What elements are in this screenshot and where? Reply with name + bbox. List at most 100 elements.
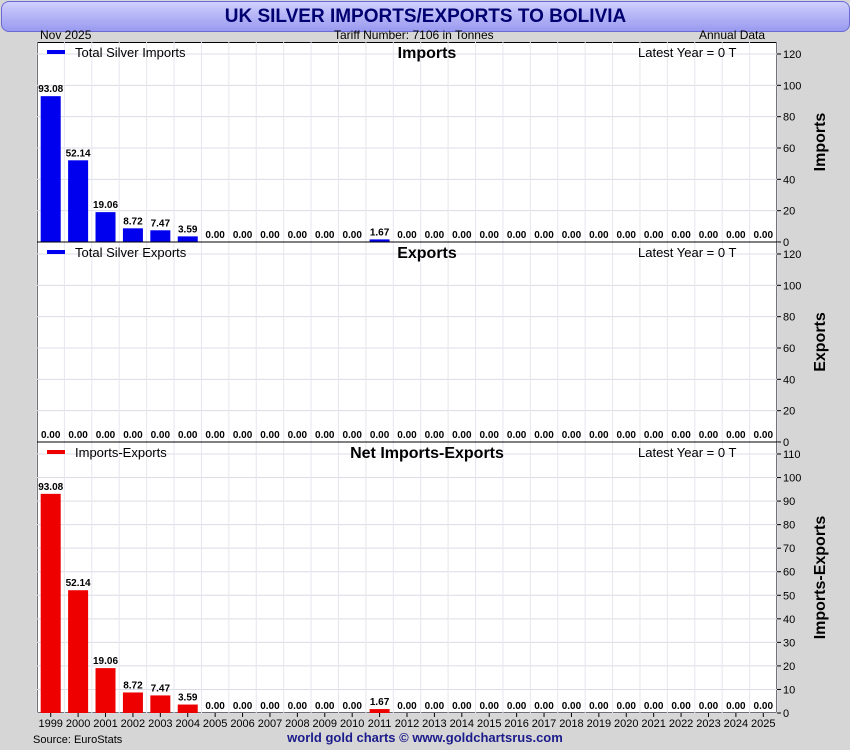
x-tick-label: 2010 — [340, 718, 364, 730]
exports-data-label: 0.00 — [699, 430, 719, 441]
exports-data-label: 0.00 — [562, 430, 582, 441]
imports-bar — [122, 228, 143, 242]
imports-y-tick-label: 20 — [783, 206, 795, 218]
x-tick-label: 2016 — [504, 718, 528, 730]
exports-data-label: 0.00 — [534, 430, 554, 441]
exports-data-label: 0.00 — [178, 430, 198, 441]
x-tick-label: 2004 — [175, 718, 199, 730]
imports-bar — [369, 239, 390, 242]
imports-data-label: 0.00 — [315, 230, 335, 241]
exports-y-tick-label: 20 — [783, 406, 795, 418]
net-y-tick-label: 60 — [783, 567, 795, 579]
imports-data-label: 19.06 — [93, 200, 118, 211]
imports-data-label: 0.00 — [288, 230, 308, 241]
net-y-tick-label: 70 — [783, 543, 795, 555]
net-y-tick-label: 110 — [783, 449, 801, 461]
net-bar — [40, 493, 61, 713]
imports-legend-label: Total Silver Imports — [75, 45, 186, 60]
net-bar — [95, 668, 116, 713]
imports-data-label: 1.67 — [370, 227, 390, 238]
exports-data-label: 0.00 — [205, 430, 225, 441]
x-tick-label: 1999 — [38, 718, 62, 730]
x-tick-label: 2005 — [203, 718, 227, 730]
imports-y-tick-label: 100 — [783, 80, 801, 92]
imports-data-label: 0.00 — [617, 230, 637, 241]
exports-data-label: 0.00 — [233, 430, 253, 441]
net-bar — [122, 692, 143, 713]
x-tick-label: 2019 — [587, 718, 611, 730]
imports-data-label: 0.00 — [205, 230, 225, 241]
imports-data-label: 0.00 — [534, 230, 554, 241]
x-tick-label: 2012 — [395, 718, 419, 730]
x-tick-label: 2013 — [422, 718, 446, 730]
frequency-label: Annual Data — [699, 28, 766, 42]
exports-data-label: 0.00 — [617, 430, 637, 441]
imports-bar — [150, 230, 171, 242]
net-data-label: 0.00 — [699, 701, 719, 712]
net-y-axis-label: Imports-Exports — [812, 516, 829, 640]
imports-data-label: 8.72 — [123, 216, 143, 227]
imports-data-label: 0.00 — [479, 230, 499, 241]
credit-label: world gold charts © www.goldchartsrus.co… — [287, 730, 563, 745]
imports-data-label: 93.08 — [38, 84, 63, 95]
exports-y-tick-label: 120 — [783, 249, 801, 261]
net-panel-title: Net Imports-Exports — [350, 445, 504, 462]
exports-data-label: 0.00 — [452, 430, 472, 441]
imports-bar — [40, 96, 61, 242]
exports-y-tick-label: 60 — [783, 343, 795, 355]
net-data-label: 0.00 — [562, 701, 582, 712]
x-tick-label: 2014 — [450, 718, 474, 730]
imports-data-label: 0.00 — [644, 230, 664, 241]
net-data-label: 0.00 — [644, 701, 664, 712]
net-bar — [68, 590, 89, 713]
exports-data-label: 0.00 — [671, 430, 691, 441]
net-y-tick-label: 10 — [783, 684, 795, 696]
imports-data-label: 0.00 — [754, 230, 774, 241]
net-panel: 0 10 20 30 40 50 60 70 80 90 100 110 93.08 52.14 19.06… — [36, 441, 829, 720]
x-tick-label: 2002 — [121, 718, 145, 730]
net-y-tick-label: 50 — [783, 590, 795, 602]
exports-data-label: 0.00 — [397, 430, 417, 441]
imports-bar — [68, 160, 89, 242]
exports-data-label: 0.00 — [260, 430, 280, 441]
imports-data-label: 0.00 — [699, 230, 719, 241]
net-data-label: 0.00 — [288, 701, 308, 712]
net-y-tick-label: 30 — [783, 637, 795, 649]
net-data-label: 0.00 — [479, 701, 499, 712]
x-tick-label: 2003 — [148, 718, 172, 730]
exports-data-label: 0.00 — [41, 430, 61, 441]
x-tick-label: 2021 — [641, 718, 665, 730]
net-data-label: 0.00 — [534, 701, 554, 712]
net-bar — [369, 709, 390, 713]
imports-data-label: 0.00 — [726, 230, 746, 241]
imports-bar — [95, 212, 116, 242]
imports-panel: 0 20 40 60 80 100 120 93.08 52.14 19.06 8.72 7.47 3.… — [36, 42, 829, 249]
imports-data-label: 0.00 — [260, 230, 280, 241]
x-tick-label: 2024 — [724, 718, 748, 730]
source-label: Source: EuroStats — [33, 734, 123, 746]
net-data-label: 93.08 — [38, 482, 63, 493]
x-tick-label: 2006 — [230, 718, 254, 730]
net-y-tick-label: 80 — [783, 520, 795, 532]
imports-latest-year: Latest Year = 0 T — [638, 45, 736, 60]
exports-data-label: 0.00 — [123, 430, 143, 441]
exports-legend-label: Total Silver Exports — [75, 245, 187, 260]
imports-data-label: 0.00 — [671, 230, 691, 241]
exports-y-tick-label: 100 — [783, 280, 801, 292]
exports-data-label: 0.00 — [726, 430, 746, 441]
imports-y-tick-label: 40 — [783, 174, 795, 186]
exports-data-label: 0.00 — [589, 430, 609, 441]
imports-data-label: 0.00 — [397, 230, 417, 241]
x-tick-label: 2000 — [66, 718, 90, 730]
imports-panel-title: Imports — [398, 45, 457, 62]
imports-data-label: 0.00 — [589, 230, 609, 241]
net-data-label: 52.14 — [66, 578, 91, 589]
exports-data-label: 0.00 — [342, 430, 362, 441]
exports-panel: 0 20 40 60 80 100 120 0.00 0.00 0.00 0.00 0.00 0.00 0… — [36, 241, 829, 449]
tariff-label: Tariff Number: 7106 in Tonnes — [334, 28, 494, 42]
net-data-label: 8.72 — [123, 680, 143, 691]
net-data-label: 0.00 — [233, 701, 253, 712]
net-data-label: 0.00 — [726, 701, 746, 712]
imports-data-label: 7.47 — [151, 218, 171, 229]
